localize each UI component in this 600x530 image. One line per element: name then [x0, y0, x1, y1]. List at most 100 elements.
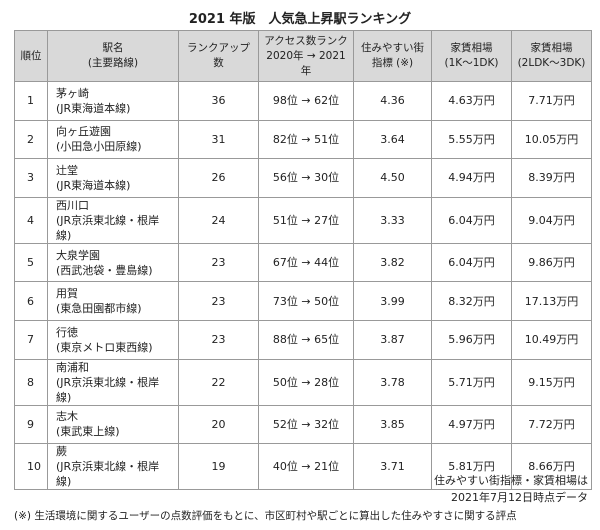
- header-cell: ランクアップ数: [178, 30, 259, 82]
- access-rank: 51位 → 27位: [258, 196, 354, 244]
- table-row: 10 蕨 (JR京浜東北線・根岸線) 19 40位 → 21位 3.71 5.81万円 8.6…: [14, 443, 592, 491]
- rank: 10: [14, 443, 48, 491]
- station-text: 南浦和: [56, 360, 89, 374]
- header-cell: 住みやすい街 指標 (※): [353, 30, 432, 82]
- header-text: (1K～1DK): [444, 57, 499, 69]
- rank-up: 36: [178, 81, 259, 121]
- station-text: 志木: [56, 410, 78, 424]
- header-text: 家賃相場: [450, 42, 493, 54]
- livability: 3.78: [353, 358, 432, 406]
- rank: 1: [14, 81, 48, 121]
- header-cell: 駅名 (主要路線): [47, 30, 179, 82]
- station-text: 辻堂: [56, 163, 78, 177]
- station: 向ヶ丘遊園 (小田急小田原線): [47, 119, 179, 160]
- livability: 4.36: [353, 81, 432, 121]
- source-notes: 住みやすい街指標・家賃相場は 2021年7月12日時点データ: [434, 472, 588, 506]
- station-text: 用賀: [56, 287, 78, 301]
- livability: 3.87: [353, 319, 432, 360]
- rent-2ldk: 17.13万円: [511, 281, 592, 321]
- table-row: 8 南浦和 (JR京浜東北線・根岸線) 22 50位 → 28位 3.78 5.71万円 9.…: [14, 358, 592, 406]
- header-text: 住みやすい街: [361, 42, 424, 54]
- table-row: 7 行徳 (東京メトロ東西線) 23 88位 → 65位 3.87 5.96万円 10.49万…: [14, 319, 592, 360]
- station-text: (東急田園都市線): [56, 302, 142, 316]
- rent-2ldk: 9.15万円: [511, 358, 592, 406]
- station-text: 西川口: [56, 198, 89, 212]
- station-text: (JR東海道本線): [56, 101, 131, 115]
- access-rank: 88位 → 65位: [258, 319, 354, 360]
- station: 志木 (東武東上線): [47, 404, 179, 445]
- access-rank: 67位 → 44位: [258, 242, 354, 283]
- station-text: 向ヶ丘遊園: [56, 125, 111, 139]
- rent-1k: 4.97万円: [431, 404, 512, 445]
- livability: 3.82: [353, 242, 432, 283]
- rank: 6: [14, 281, 48, 321]
- livability: 3.85: [353, 404, 432, 445]
- footnote: (※) 生活環境に関するユーザーの点数評価をもとに、市区町村や駅ごとに算出した住…: [14, 510, 517, 522]
- station: 蕨 (JR京浜東北線・根岸線): [47, 443, 179, 491]
- table-row: 1 茅ヶ崎 (JR東海道本線) 36 98位 → 62位 4.36 4.63万円 7.71万円: [14, 81, 592, 121]
- station-text: (JR京浜東北線・根岸線): [56, 213, 160, 242]
- station-text: (JR東海道本線): [56, 178, 131, 192]
- station: 辻堂 (JR東海道本線): [47, 158, 179, 198]
- station: 茅ヶ崎 (JR東海道本線): [47, 81, 179, 121]
- access-rank: 52位 → 32位: [258, 404, 354, 445]
- rank: 3: [14, 158, 48, 198]
- rank: 7: [14, 319, 48, 360]
- rank: 9: [14, 404, 48, 445]
- access-rank: 82位 → 51位: [258, 119, 354, 160]
- livability: 3.33: [353, 196, 432, 244]
- rent-1k: 4.94万円: [431, 158, 512, 198]
- station-text: 蕨: [56, 445, 67, 459]
- station-text: (西武池袋・豊島線): [56, 263, 153, 277]
- rank-up: 26: [178, 158, 259, 198]
- table-body: 1 茅ヶ崎 (JR東海道本線) 36 98位 → 62位 4.36 4.63万円 7.71万円…: [14, 81, 592, 491]
- rank: 5: [14, 242, 48, 283]
- livability: 3.99: [353, 281, 432, 321]
- access-rank: 98位 → 62位: [258, 81, 354, 121]
- header-text: (主要路線): [87, 57, 139, 69]
- rent-2ldk: 7.72万円: [511, 404, 592, 445]
- station: 用賀 (東急田園都市線): [47, 281, 179, 321]
- livability: 3.71: [353, 443, 432, 491]
- station-text: (東武東上線): [56, 425, 120, 439]
- rent-1k: 4.63万円: [431, 81, 512, 121]
- header-text: 指標 (※): [371, 57, 414, 69]
- rank: 8: [14, 358, 48, 406]
- rent-1k: 8.32万円: [431, 281, 512, 321]
- station-text: (JR京浜東北線・根岸線): [56, 460, 160, 489]
- livability: 4.50: [353, 158, 432, 198]
- station-text: (小田急小田原線): [56, 140, 142, 154]
- rank-up: 23: [178, 319, 259, 360]
- header-cell: 家賃相場 (1K～1DK): [431, 30, 512, 82]
- rent-1k: 5.96万円: [431, 319, 512, 360]
- access-rank: 40位 → 21位: [258, 443, 354, 491]
- header-cell: アクセス数ランク 2020年 → 2021年: [258, 30, 354, 82]
- header-text: ランクアップ数: [187, 42, 250, 69]
- title: 2021 年版 人気急上昇駅ランキング: [188, 12, 412, 27]
- header-text: アクセス数ランク: [264, 34, 348, 47]
- rent-2ldk: 7.71万円: [511, 81, 592, 121]
- header-text: 家賃相場: [530, 42, 573, 54]
- rent-1k: 6.04万円: [431, 196, 512, 244]
- rent-1k: 6.04万円: [431, 242, 512, 283]
- rank-up: 24: [178, 196, 259, 244]
- rent-2ldk: 9.86万円: [511, 242, 592, 283]
- header-text: 2020年 → 2021年: [266, 49, 346, 77]
- table-row: 4 西川口 (JR京浜東北線・根岸線) 24 51位 → 27位 3.33 6.04万円 9.…: [14, 196, 592, 244]
- rent-1k: 5.81万円: [431, 443, 512, 491]
- ranking-table: 順位 駅名 (主要路線) ランクアップ数 アクセス数ランク 2020年 → 2021年 住み…: [14, 30, 592, 491]
- station: 行徳 (東京メトロ東西線): [47, 319, 179, 360]
- station-text: (JR京浜東北線・根岸線): [56, 375, 160, 404]
- rent-1k: 5.55万円: [431, 119, 512, 160]
- table-row: 6 用賀 (東急田園都市線) 23 73位 → 50位 3.99 8.32万円 17.13万円: [14, 281, 592, 321]
- table-row: 5 大泉学園 (西武池袋・豊島線) 23 67位 → 44位 3.82 6.04万円 9.86…: [14, 242, 592, 283]
- rent-2ldk: 10.05万円: [511, 119, 592, 160]
- livability: 3.64: [353, 119, 432, 160]
- rank-up: 23: [178, 242, 259, 283]
- source-note: 住みやすい街指標・家賃相場は: [434, 474, 588, 487]
- rank: 4: [14, 196, 48, 244]
- station-text: 茅ヶ崎: [56, 86, 89, 100]
- rank-up: 23: [178, 281, 259, 321]
- header-row: 順位 駅名 (主要路線) ランクアップ数 アクセス数ランク 2020年 → 2021年 住み…: [14, 30, 592, 82]
